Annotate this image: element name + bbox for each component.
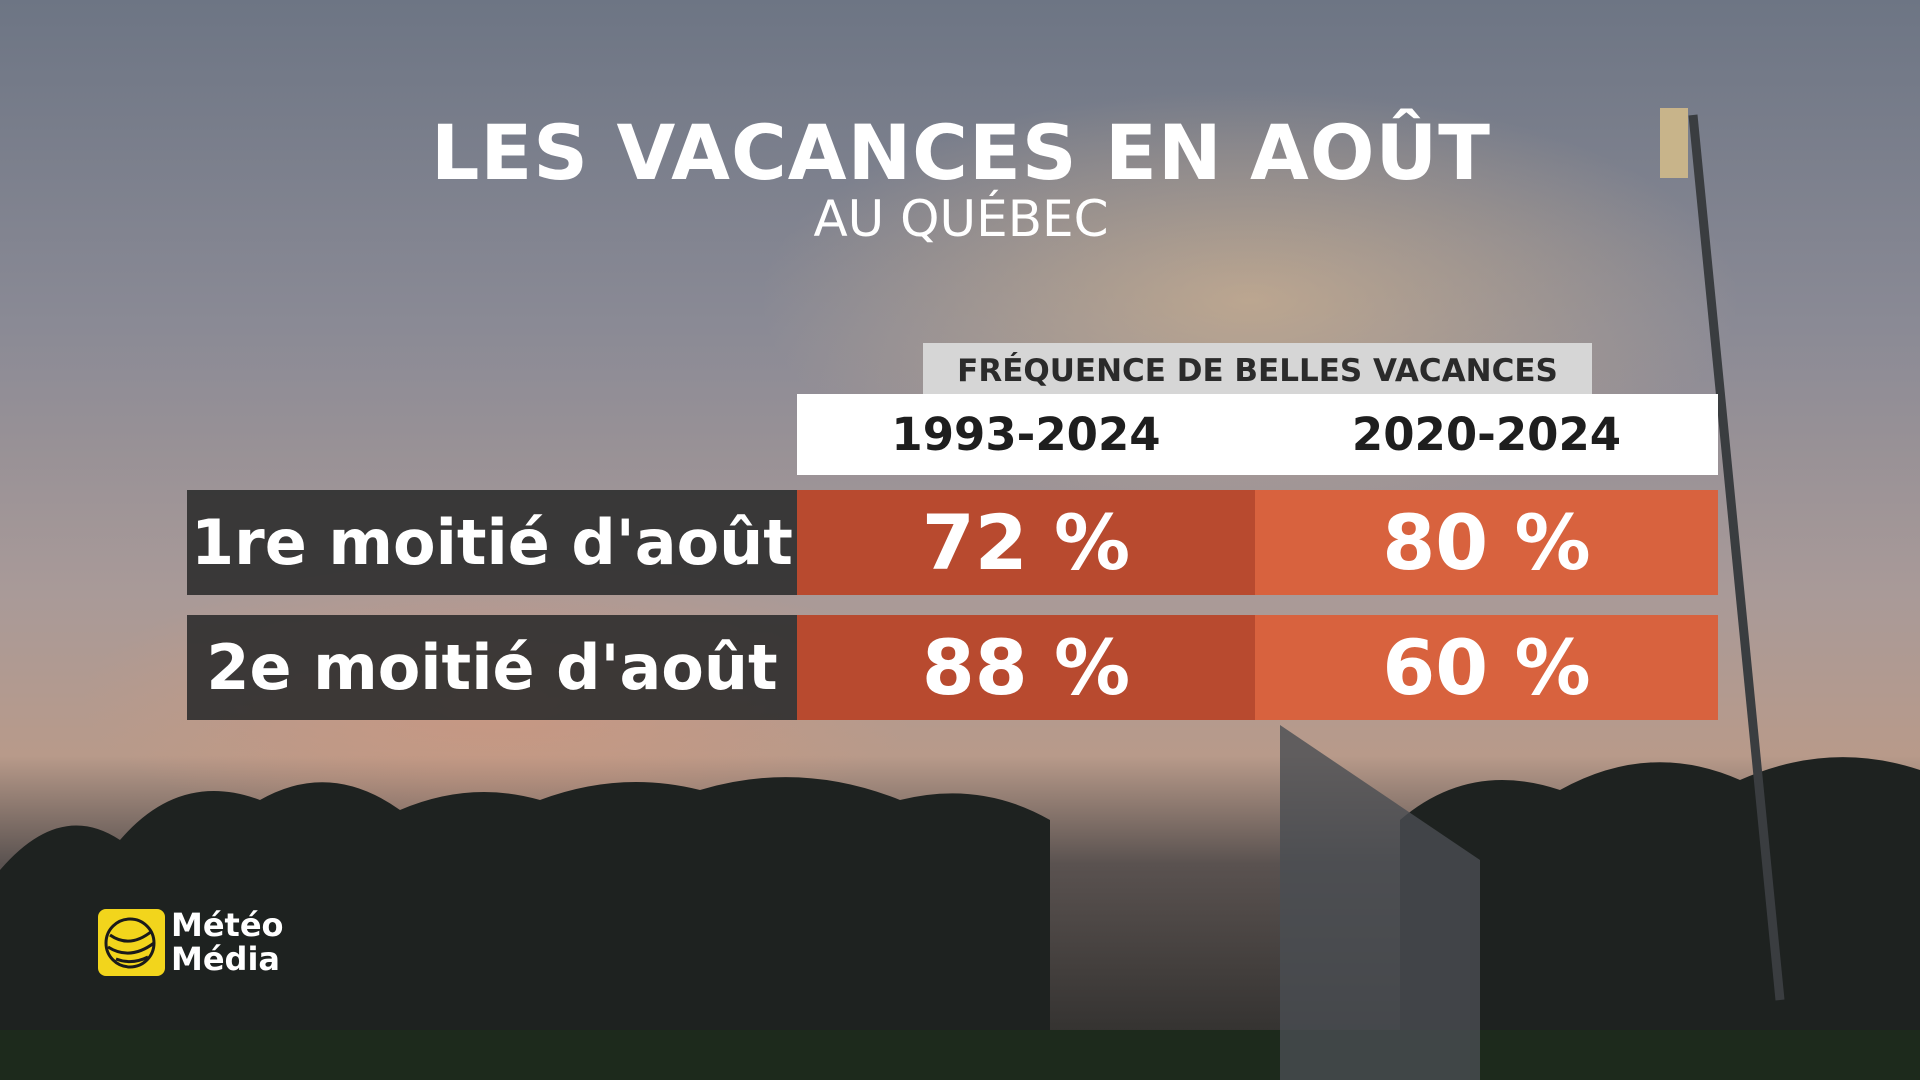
logo-text: Météo — [171, 906, 284, 944]
row-label: 1re moitié d'août — [187, 490, 797, 595]
logo-globe — [104, 917, 156, 969]
column-header: 1993-2024 — [797, 394, 1255, 475]
cell: 80 % — [1255, 490, 1718, 595]
row-label: 2e moitié d'août — [187, 615, 797, 720]
cell: 60 % — [1255, 615, 1718, 720]
column-header: 2020-2024 — [1255, 394, 1718, 475]
logo-text: Média — [171, 940, 281, 978]
subtitle: AU QUÉBEC — [813, 190, 1109, 248]
title: LES VACANCES EN AOÛT — [430, 108, 1492, 197]
logo-icon — [98, 909, 165, 976]
cell: 88 % — [797, 615, 1255, 720]
table-caption: FRÉQUENCE DE BELLES VACANCES — [923, 343, 1592, 399]
cell: 72 % — [797, 490, 1255, 595]
